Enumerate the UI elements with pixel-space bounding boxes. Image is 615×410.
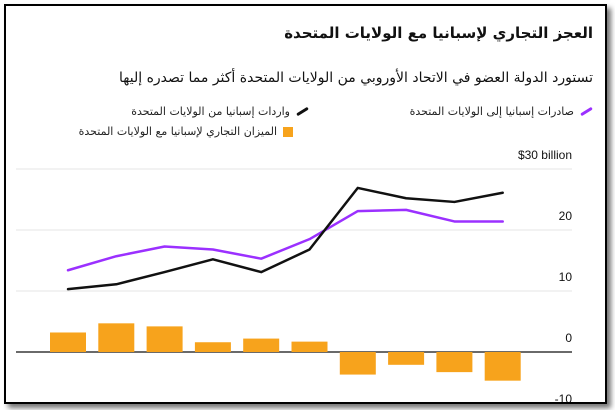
- y-tick-label: $30 billion: [518, 148, 572, 162]
- y-tick-label: -10: [555, 392, 573, 402]
- balance-bar: [194, 342, 231, 352]
- legend-item-balance: الميزان التجاري لإسبانيا مع الولايات الم…: [79, 125, 293, 138]
- line-layer: [66, 186, 504, 291]
- legend-item-exports: صادرات إسبانيا إلى الولايات المتحدة: [410, 105, 593, 118]
- tick-label-layer: $30 billion 20 10 0 -10: [518, 148, 572, 402]
- balance-bar: [50, 332, 86, 352]
- balance-bar: [291, 341, 328, 352]
- chart-frame: العجز التجاري لإسبانيا مع الولايات المتح…: [4, 4, 607, 404]
- legend-label-imports: واردات إسبانيا من الولايات المتحدة: [131, 105, 290, 118]
- exports-line: [66, 208, 504, 272]
- balance-bar: [484, 352, 521, 381]
- balance-bar: [146, 326, 183, 352]
- balance-bar: [436, 352, 473, 373]
- chart-subtitle: تستورد الدولة العضو في الاتحاد الأوروبي …: [119, 70, 593, 86]
- balance-bar: [339, 352, 376, 375]
- imports-line: [66, 186, 504, 291]
- trade-chart: $30 billion 20 10 0 -10: [16, 148, 572, 402]
- bar-layer: [50, 323, 521, 381]
- legend-label-balance: الميزان التجاري لإسبانيا مع الولايات الم…: [78, 125, 277, 138]
- y-tick-label: 0: [565, 331, 572, 345]
- legend-item-imports: واردات إسبانيا من الولايات المتحدة: [131, 105, 309, 118]
- y-tick-label: 20: [559, 209, 573, 223]
- balance-bar: [388, 352, 425, 365]
- legend-swatch-balance: [283, 126, 293, 137]
- balance-bar: [243, 338, 280, 352]
- legend-label-exports: صادرات إسبانيا إلى الولايات المتحدة: [409, 105, 574, 118]
- y-tick-label: 10: [559, 270, 573, 284]
- chart-title: العجز التجاري لإسبانيا مع الولايات المتح…: [284, 24, 593, 42]
- balance-bar: [98, 323, 135, 352]
